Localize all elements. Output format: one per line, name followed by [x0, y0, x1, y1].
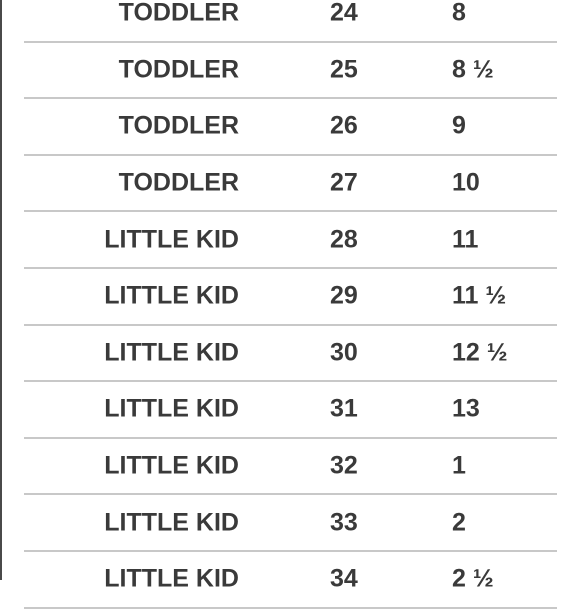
- category-cell: TODDLER: [118, 111, 239, 140]
- eu-size-cell: 27: [330, 168, 358, 197]
- us-size-cell: 2 ½: [452, 564, 494, 593]
- table-row: LITTLE KID 28 11: [24, 212, 557, 269]
- eu-size-cell: 30: [330, 338, 358, 367]
- us-size-cell: 10: [452, 168, 480, 197]
- eu-size-cell: 24: [330, 0, 358, 27]
- category-cell: LITTLE KID: [104, 281, 239, 310]
- category-cell: LITTLE KID: [104, 564, 239, 593]
- table-row: LITTLE KID 31 13: [24, 382, 557, 439]
- category-cell: TODDLER: [118, 55, 239, 84]
- category-cell: TODDLER: [118, 0, 239, 27]
- category-cell: LITTLE KID: [104, 338, 239, 367]
- eu-size-cell: 26: [330, 111, 358, 140]
- table-row: LITTLE KID 30 12 ½: [24, 326, 557, 383]
- us-size-cell: 8: [452, 0, 466, 27]
- us-size-cell: 1: [452, 451, 466, 480]
- table-row: LITTLE KID 34 2 ½: [24, 552, 557, 609]
- table-row: TODDLER 27 10: [24, 156, 557, 213]
- eu-size-cell: 33: [330, 508, 358, 537]
- eu-size-cell: 25: [330, 55, 358, 84]
- eu-size-cell: 32: [330, 451, 358, 480]
- category-cell: LITTLE KID: [104, 508, 239, 537]
- size-chart-table: TODDLER 24 8 TODDLER 25 8 ½ TODDLER 26 9…: [24, 0, 557, 609]
- table-row: LITTLE KID 33 2: [24, 495, 557, 552]
- us-size-cell: 9: [452, 111, 466, 140]
- eu-size-cell: 28: [330, 225, 358, 254]
- us-size-cell: 12 ½: [452, 338, 508, 367]
- us-size-cell: 2: [452, 508, 466, 537]
- category-cell: LITTLE KID: [104, 451, 239, 480]
- eu-size-cell: 31: [330, 394, 358, 423]
- category-cell: TODDLER: [118, 168, 239, 197]
- table-row: TODDLER 24 8: [24, 0, 557, 43]
- category-cell: LITTLE KID: [104, 225, 239, 254]
- us-size-cell: 11: [452, 225, 479, 254]
- table-row: LITTLE KID 29 11 ½: [24, 269, 557, 326]
- table-row: TODDLER 25 8 ½: [24, 43, 557, 100]
- table-row: TODDLER 26 9: [24, 99, 557, 156]
- us-size-cell: 11 ½: [452, 281, 507, 310]
- us-size-cell: 13: [452, 394, 480, 423]
- us-size-cell: 8 ½: [452, 55, 494, 84]
- eu-size-cell: 34: [330, 564, 358, 593]
- category-cell: LITTLE KID: [104, 394, 239, 423]
- eu-size-cell: 29: [330, 281, 358, 310]
- page-left-border: [0, 0, 2, 580]
- table-row: LITTLE KID 32 1: [24, 439, 557, 496]
